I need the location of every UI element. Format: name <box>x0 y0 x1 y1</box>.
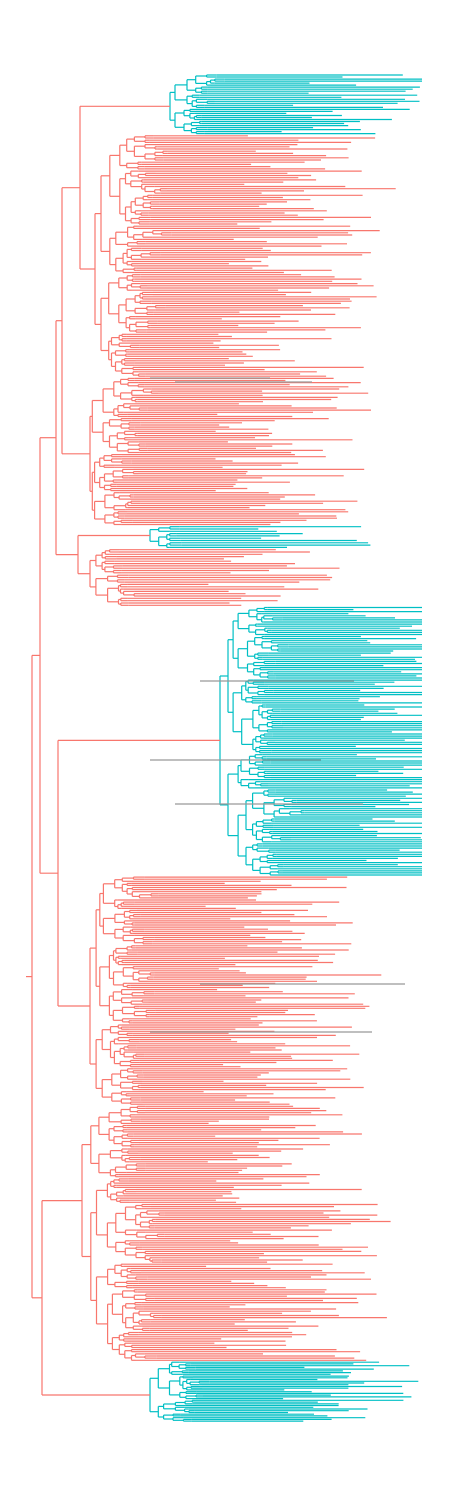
tree-svg <box>26 74 422 1422</box>
phylogenetic-tree-figure <box>26 74 422 1422</box>
